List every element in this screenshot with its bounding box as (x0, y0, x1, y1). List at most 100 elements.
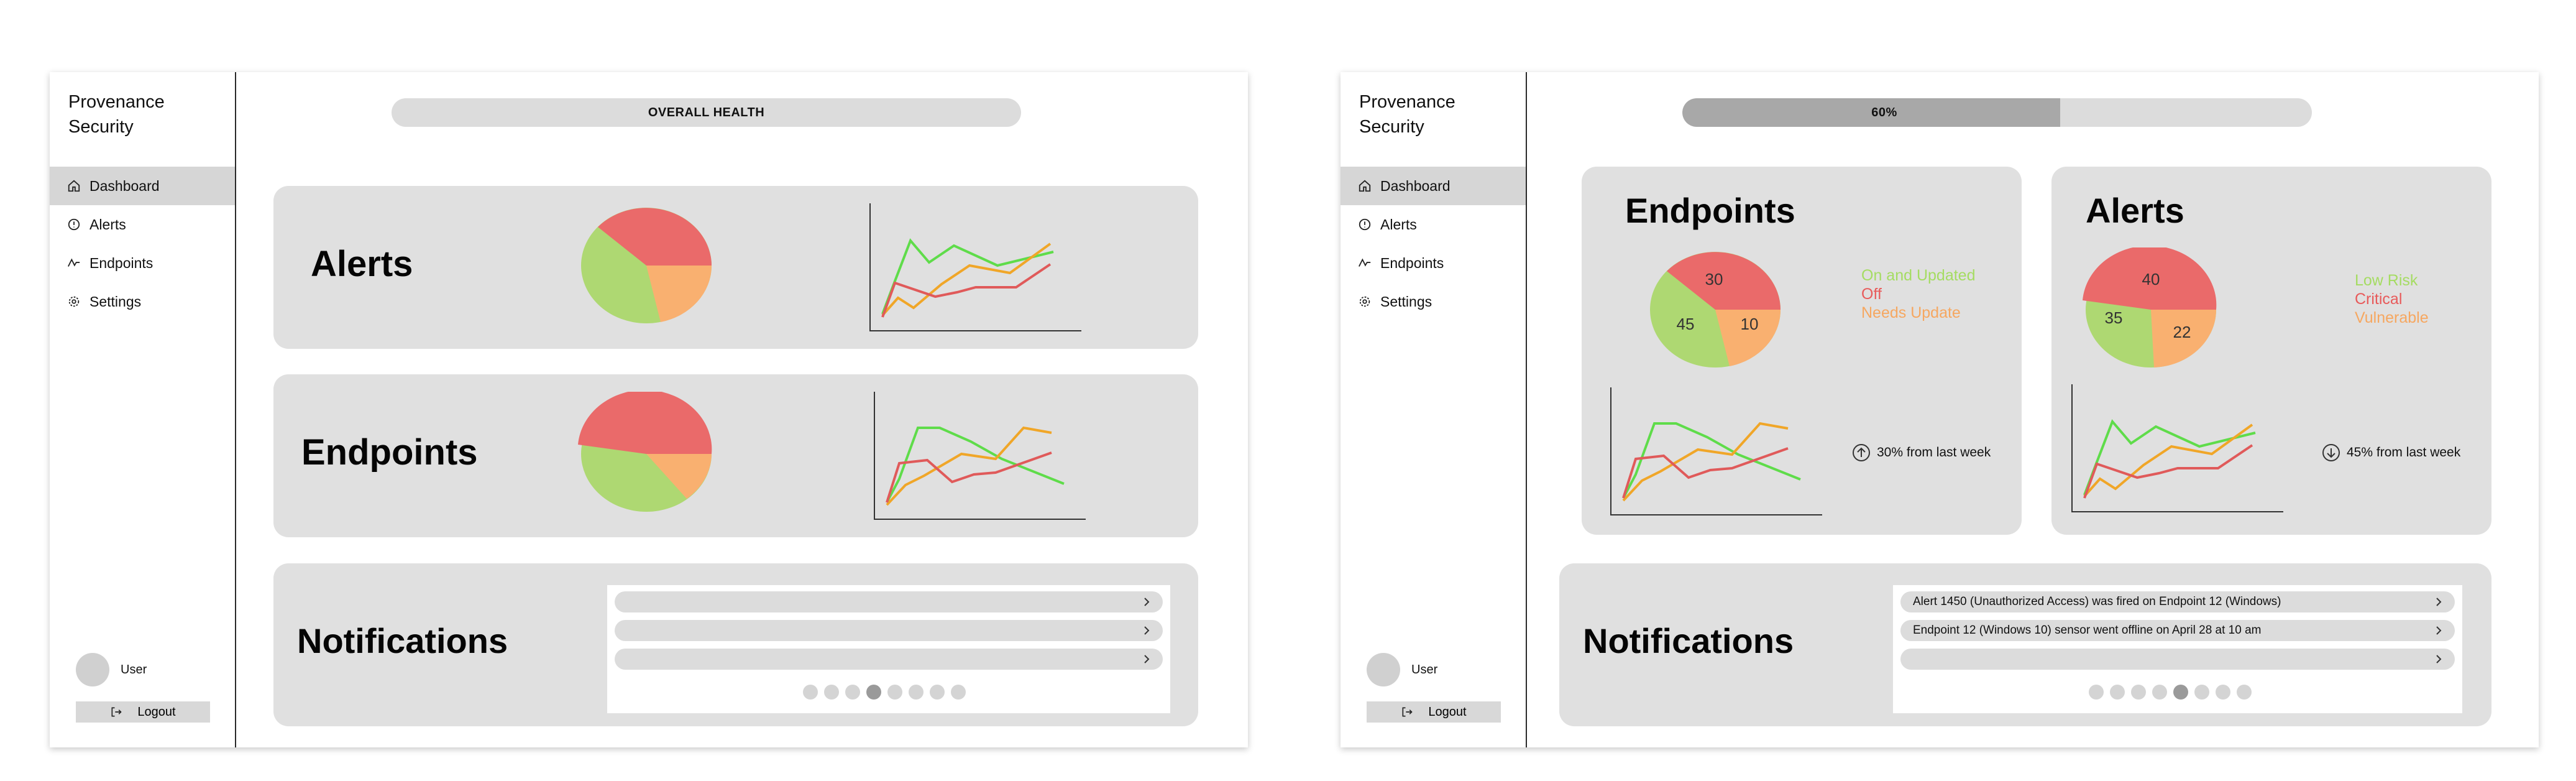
pagination-dot[interactable] (2110, 685, 2125, 700)
pagination-dot[interactable] (951, 685, 966, 700)
gear-icon (1358, 295, 1372, 308)
notification-row[interactable] (615, 620, 1163, 641)
alerts-legend: Low Risk Critical Vulnerable (2355, 271, 2429, 327)
alerts-trend: 45% from last week (2322, 443, 2460, 462)
activity-icon (67, 256, 81, 270)
logout-button[interactable]: Logout (1367, 701, 1501, 723)
logout-label: Logout (137, 705, 176, 719)
sidebar-item-alerts[interactable]: Alerts (1341, 205, 1526, 244)
logout-icon (111, 707, 122, 717)
legend-item-on-updated: On and Updated (1861, 267, 1976, 284)
notification-text: Alert 1450 (Unauthorized Access) was fir… (1913, 595, 2281, 608)
chevron-right-icon (1144, 655, 1150, 663)
alerts-line-chart (2071, 384, 2283, 512)
alerts-pie-chart (581, 208, 712, 323)
card-title: Notifications (297, 621, 508, 660)
endpoints-pie-chart: 30 45 10 (1650, 252, 1781, 367)
logout-button[interactable]: Logout (76, 701, 210, 723)
arrow-down-circle-icon (2322, 444, 2340, 461)
health-label: 60% (1871, 106, 1897, 119)
avatar (1367, 653, 1400, 686)
pagination-dot[interactable] (909, 685, 924, 700)
pagination-dot[interactable] (2089, 685, 2104, 700)
notifications-list: Alert 1450 (Unauthorized Access) was fir… (1893, 585, 2462, 713)
alerts-card[interactable]: Alerts (273, 186, 1198, 349)
endpoints-card[interactable]: Endpoints (273, 374, 1198, 537)
alerts-line-chart (869, 203, 1081, 331)
sidebar-item-endpoints[interactable]: Endpoints (50, 244, 235, 282)
logout-label: Logout (1428, 705, 1467, 719)
pagination-dot[interactable] (2173, 685, 2188, 700)
chevron-right-icon (2436, 598, 2442, 606)
endpoints-trend: 30% from last week (1852, 443, 1991, 462)
sidebar-nav: Dashboard Alerts Endpoints Settings (50, 167, 235, 321)
endpoints-line-chart (1610, 387, 1822, 515)
sidebar: Provenance Security Dashboard Alerts End… (50, 72, 236, 747)
trend-text: 45% from last week (2347, 445, 2461, 460)
user-profile[interactable]: User (76, 653, 147, 686)
sidebar-item-endpoints[interactable]: Endpoints (1341, 244, 1526, 282)
sidebar-item-label: Alerts (89, 216, 126, 233)
pagination-dot[interactable] (2237, 685, 2252, 700)
legend-item-needs-update: Needs Update (1861, 304, 1961, 321)
home-icon (67, 179, 81, 193)
pie-label-red: 30 (1705, 270, 1723, 289)
notification-row[interactable] (615, 649, 1163, 670)
endpoints-line-chart (874, 392, 1086, 520)
sidebar-item-label: Alerts (1380, 216, 1417, 233)
activity-icon (1358, 256, 1372, 270)
sidebar-item-dashboard[interactable]: Dashboard (50, 167, 235, 205)
card-title: Alerts (2086, 191, 2184, 230)
sidebar: Provenance Security Dashboard Alerts End… (1341, 72, 1527, 747)
pie-label-orange: 10 (1741, 315, 1759, 333)
arrow-up-circle-icon (1853, 444, 1870, 461)
endpoints-card[interactable]: Endpoints 30 45 10 On and Updated Off Ne… (1582, 167, 2022, 535)
dashboard-wireframe-left: Provenance Security Dashboard Alerts End… (50, 72, 1248, 747)
pagination-dot[interactable] (803, 685, 818, 700)
sidebar-item-dashboard[interactable]: Dashboard (1341, 167, 1526, 205)
notifications-card: Notifications (273, 563, 1198, 726)
pie-label-red: 40 (2142, 270, 2160, 289)
pie-label-green: 45 (1677, 315, 1695, 333)
gear-icon (67, 295, 81, 308)
pagination-dot[interactable] (2152, 685, 2167, 700)
sidebar-nav: Dashboard Alerts Endpoints Settings (1341, 167, 1526, 321)
pagination-dots (803, 685, 966, 700)
alert-circle-icon (1358, 218, 1372, 231)
pagination-dot[interactable] (2131, 685, 2146, 700)
endpoints-pie-chart (578, 392, 712, 512)
brand-logo: Provenance Security (1359, 92, 1455, 137)
chevron-right-icon (1144, 626, 1150, 635)
pie-label-green: 35 (2105, 308, 2123, 327)
pagination-dot[interactable] (2194, 685, 2209, 700)
pagination-dot[interactable] (2216, 685, 2230, 700)
pagination-dot[interactable] (824, 685, 839, 700)
alerts-pie-chart: 40 35 22 (2083, 247, 2217, 367)
notification-row[interactable]: Alert 1450 (Unauthorized Access) was fir… (1900, 591, 2455, 612)
notification-row[interactable] (615, 591, 1163, 612)
user-name: User (121, 662, 147, 677)
sidebar-item-settings[interactable]: Settings (1341, 282, 1526, 321)
logout-icon (1402, 707, 1413, 717)
pie-label-orange: 22 (2173, 323, 2191, 341)
user-profile[interactable]: User (1367, 653, 1437, 686)
legend-item-low-risk: Low Risk (2355, 272, 2418, 289)
sidebar-item-label: Dashboard (1380, 177, 1451, 194)
chevron-right-icon (1144, 598, 1150, 606)
dashboard-wireframe-right: Provenance Security Dashboard Alerts End… (1341, 72, 2539, 747)
pagination-dot[interactable] (845, 685, 860, 700)
pagination-dot[interactable] (866, 685, 881, 700)
notification-row[interactable] (1900, 649, 2455, 670)
card-title: Alerts (311, 244, 413, 284)
sidebar-item-settings[interactable]: Settings (50, 282, 235, 321)
card-title: Endpoints (301, 432, 478, 473)
legend-item-off: Off (1861, 285, 1882, 303)
sidebar-item-label: Settings (1380, 293, 1432, 310)
legend-item-vulnerable: Vulnerable (2355, 309, 2429, 326)
pagination-dot[interactable] (887, 685, 902, 700)
sidebar-item-alerts[interactable]: Alerts (50, 205, 235, 244)
notification-row[interactable]: Endpoint 12 (Windows 10) sensor went off… (1900, 620, 2455, 641)
alerts-card[interactable]: Alerts 40 35 22 Low Risk Critical Vulner… (2051, 167, 2491, 535)
notification-text: Endpoint 12 (Windows 10) sensor went off… (1913, 624, 2262, 637)
pagination-dot[interactable] (930, 685, 945, 700)
